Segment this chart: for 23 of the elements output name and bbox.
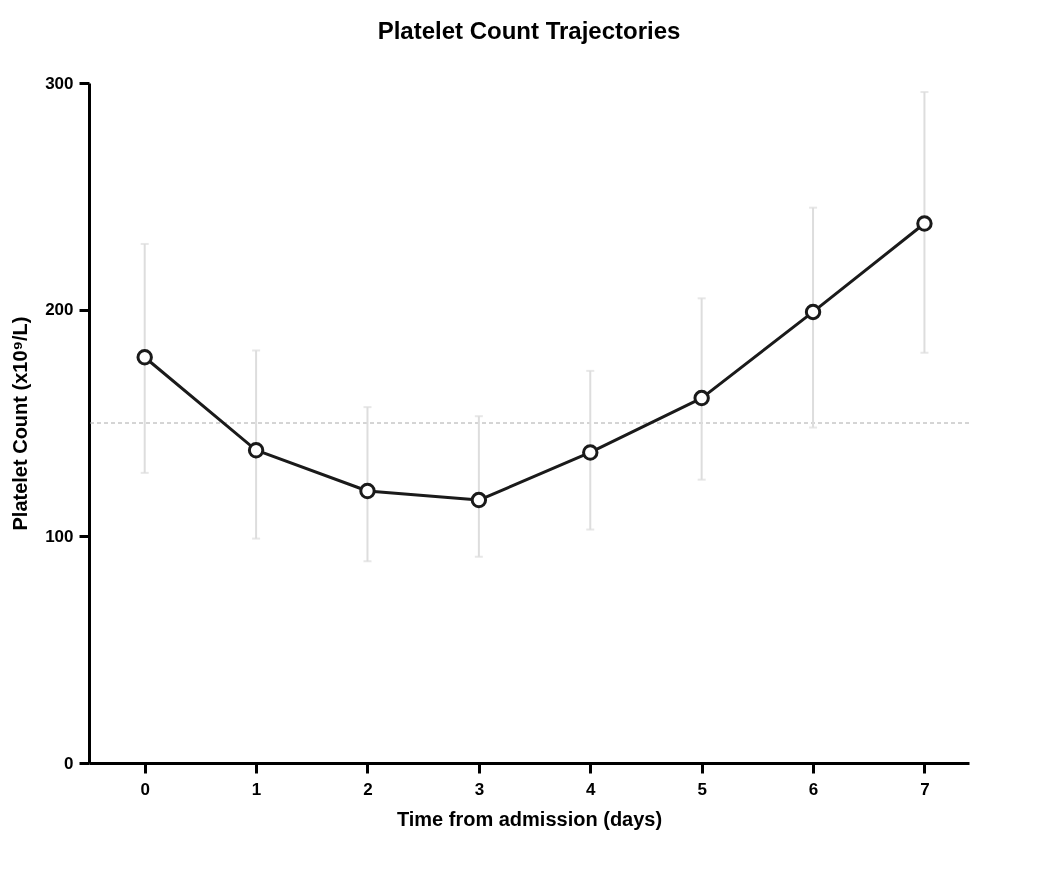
y-tick-label: 100 [45, 526, 74, 546]
y-tick-label: 300 [45, 73, 74, 93]
x-tick-label: 5 [697, 779, 707, 799]
x-tick-label: 4 [586, 779, 597, 799]
x-tick-label: 1 [251, 779, 262, 799]
y-tick-label: 0 [64, 753, 74, 773]
point [916, 215, 933, 232]
x-tick-label: 0 [140, 779, 150, 799]
point [470, 491, 488, 509]
x-tick-label: 7 [920, 779, 930, 799]
point [247, 442, 265, 459]
x-tick-label: 6 [808, 779, 819, 799]
x-tick-label: 3 [474, 779, 485, 799]
point [136, 349, 153, 366]
x-axis-title: Time from admission (days) [396, 807, 663, 830]
point [359, 482, 376, 500]
point [804, 303, 822, 321]
y-tick-label: 200 [45, 300, 74, 320]
point [693, 389, 710, 407]
x-tick-label: 2 [363, 779, 373, 799]
point [582, 444, 599, 461]
y-axis-title: Platelet Count (x10⁹/L) [9, 316, 32, 531]
chart-title: Platelet Count Trajectories [377, 17, 681, 44]
